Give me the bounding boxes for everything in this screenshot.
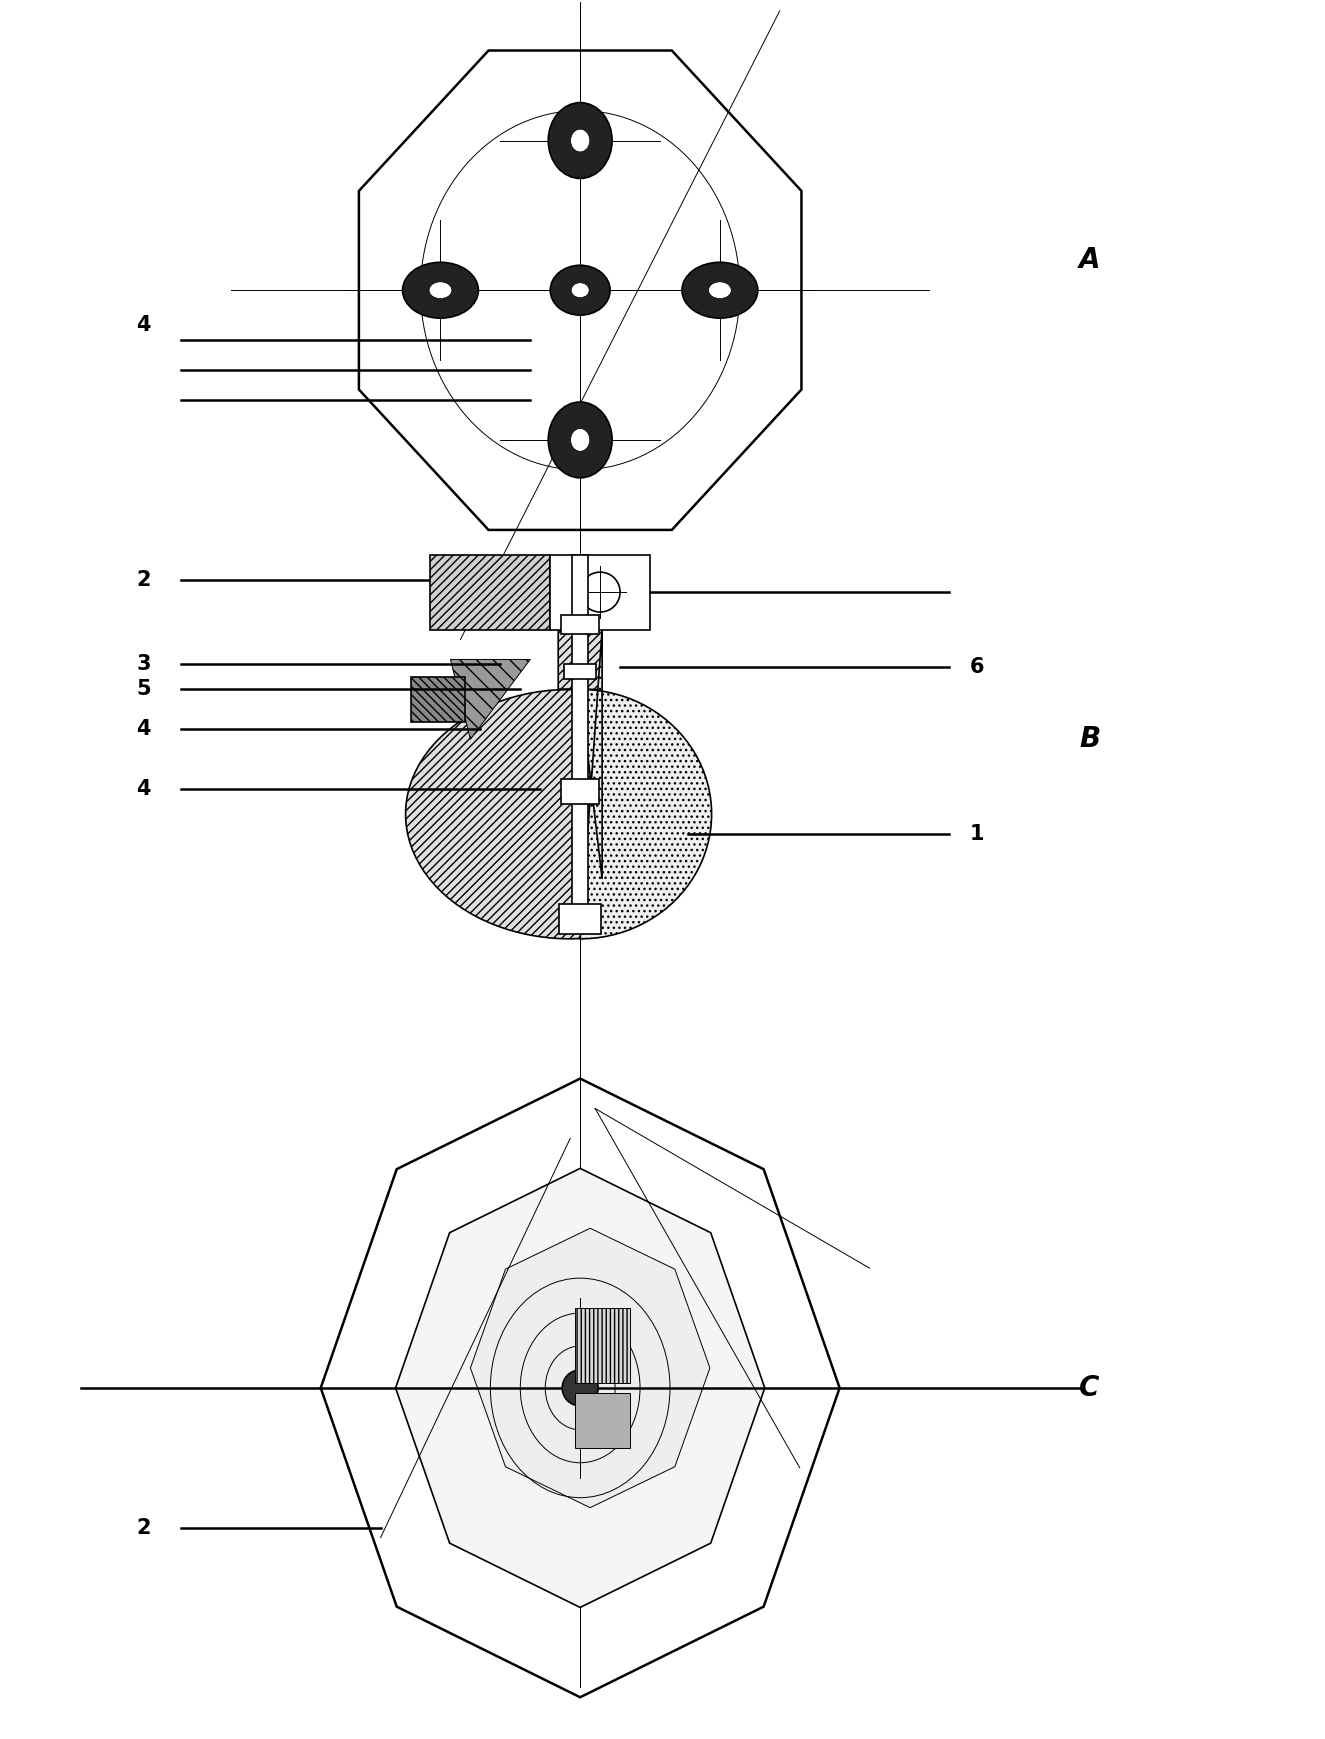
Ellipse shape (682, 263, 758, 318)
Bar (411, 676, 465, 722)
Text: 2: 2 (136, 1518, 151, 1537)
Text: 4: 4 (136, 779, 151, 800)
Ellipse shape (429, 282, 452, 299)
Text: 5: 5 (136, 680, 151, 699)
Text: 4: 4 (136, 720, 151, 739)
Bar (562, 779, 599, 803)
Text: 2: 2 (136, 570, 151, 590)
Bar (431, 555, 550, 630)
Ellipse shape (571, 428, 590, 452)
Ellipse shape (550, 266, 610, 315)
Bar (562, 614, 599, 635)
Ellipse shape (571, 283, 590, 297)
Text: 4: 4 (136, 315, 151, 336)
Polygon shape (405, 630, 702, 939)
Text: 1: 1 (970, 824, 984, 843)
Text: 6: 6 (970, 657, 984, 678)
Bar (572, 555, 588, 929)
Text: B: B (1079, 725, 1100, 753)
Polygon shape (451, 659, 530, 739)
Ellipse shape (403, 263, 478, 318)
Ellipse shape (709, 282, 731, 299)
Ellipse shape (571, 129, 590, 151)
Text: 3: 3 (136, 654, 151, 675)
Text: A: A (1079, 247, 1101, 275)
Circle shape (562, 1370, 598, 1405)
Ellipse shape (549, 103, 612, 179)
Bar (575, 1308, 631, 1383)
Text: C: C (1079, 1374, 1100, 1402)
Polygon shape (470, 1228, 710, 1508)
Bar (575, 1393, 631, 1449)
Ellipse shape (549, 402, 612, 478)
Polygon shape (580, 630, 712, 939)
Bar (559, 904, 602, 934)
Bar (564, 664, 596, 680)
Polygon shape (396, 1169, 765, 1607)
Bar (550, 555, 651, 630)
